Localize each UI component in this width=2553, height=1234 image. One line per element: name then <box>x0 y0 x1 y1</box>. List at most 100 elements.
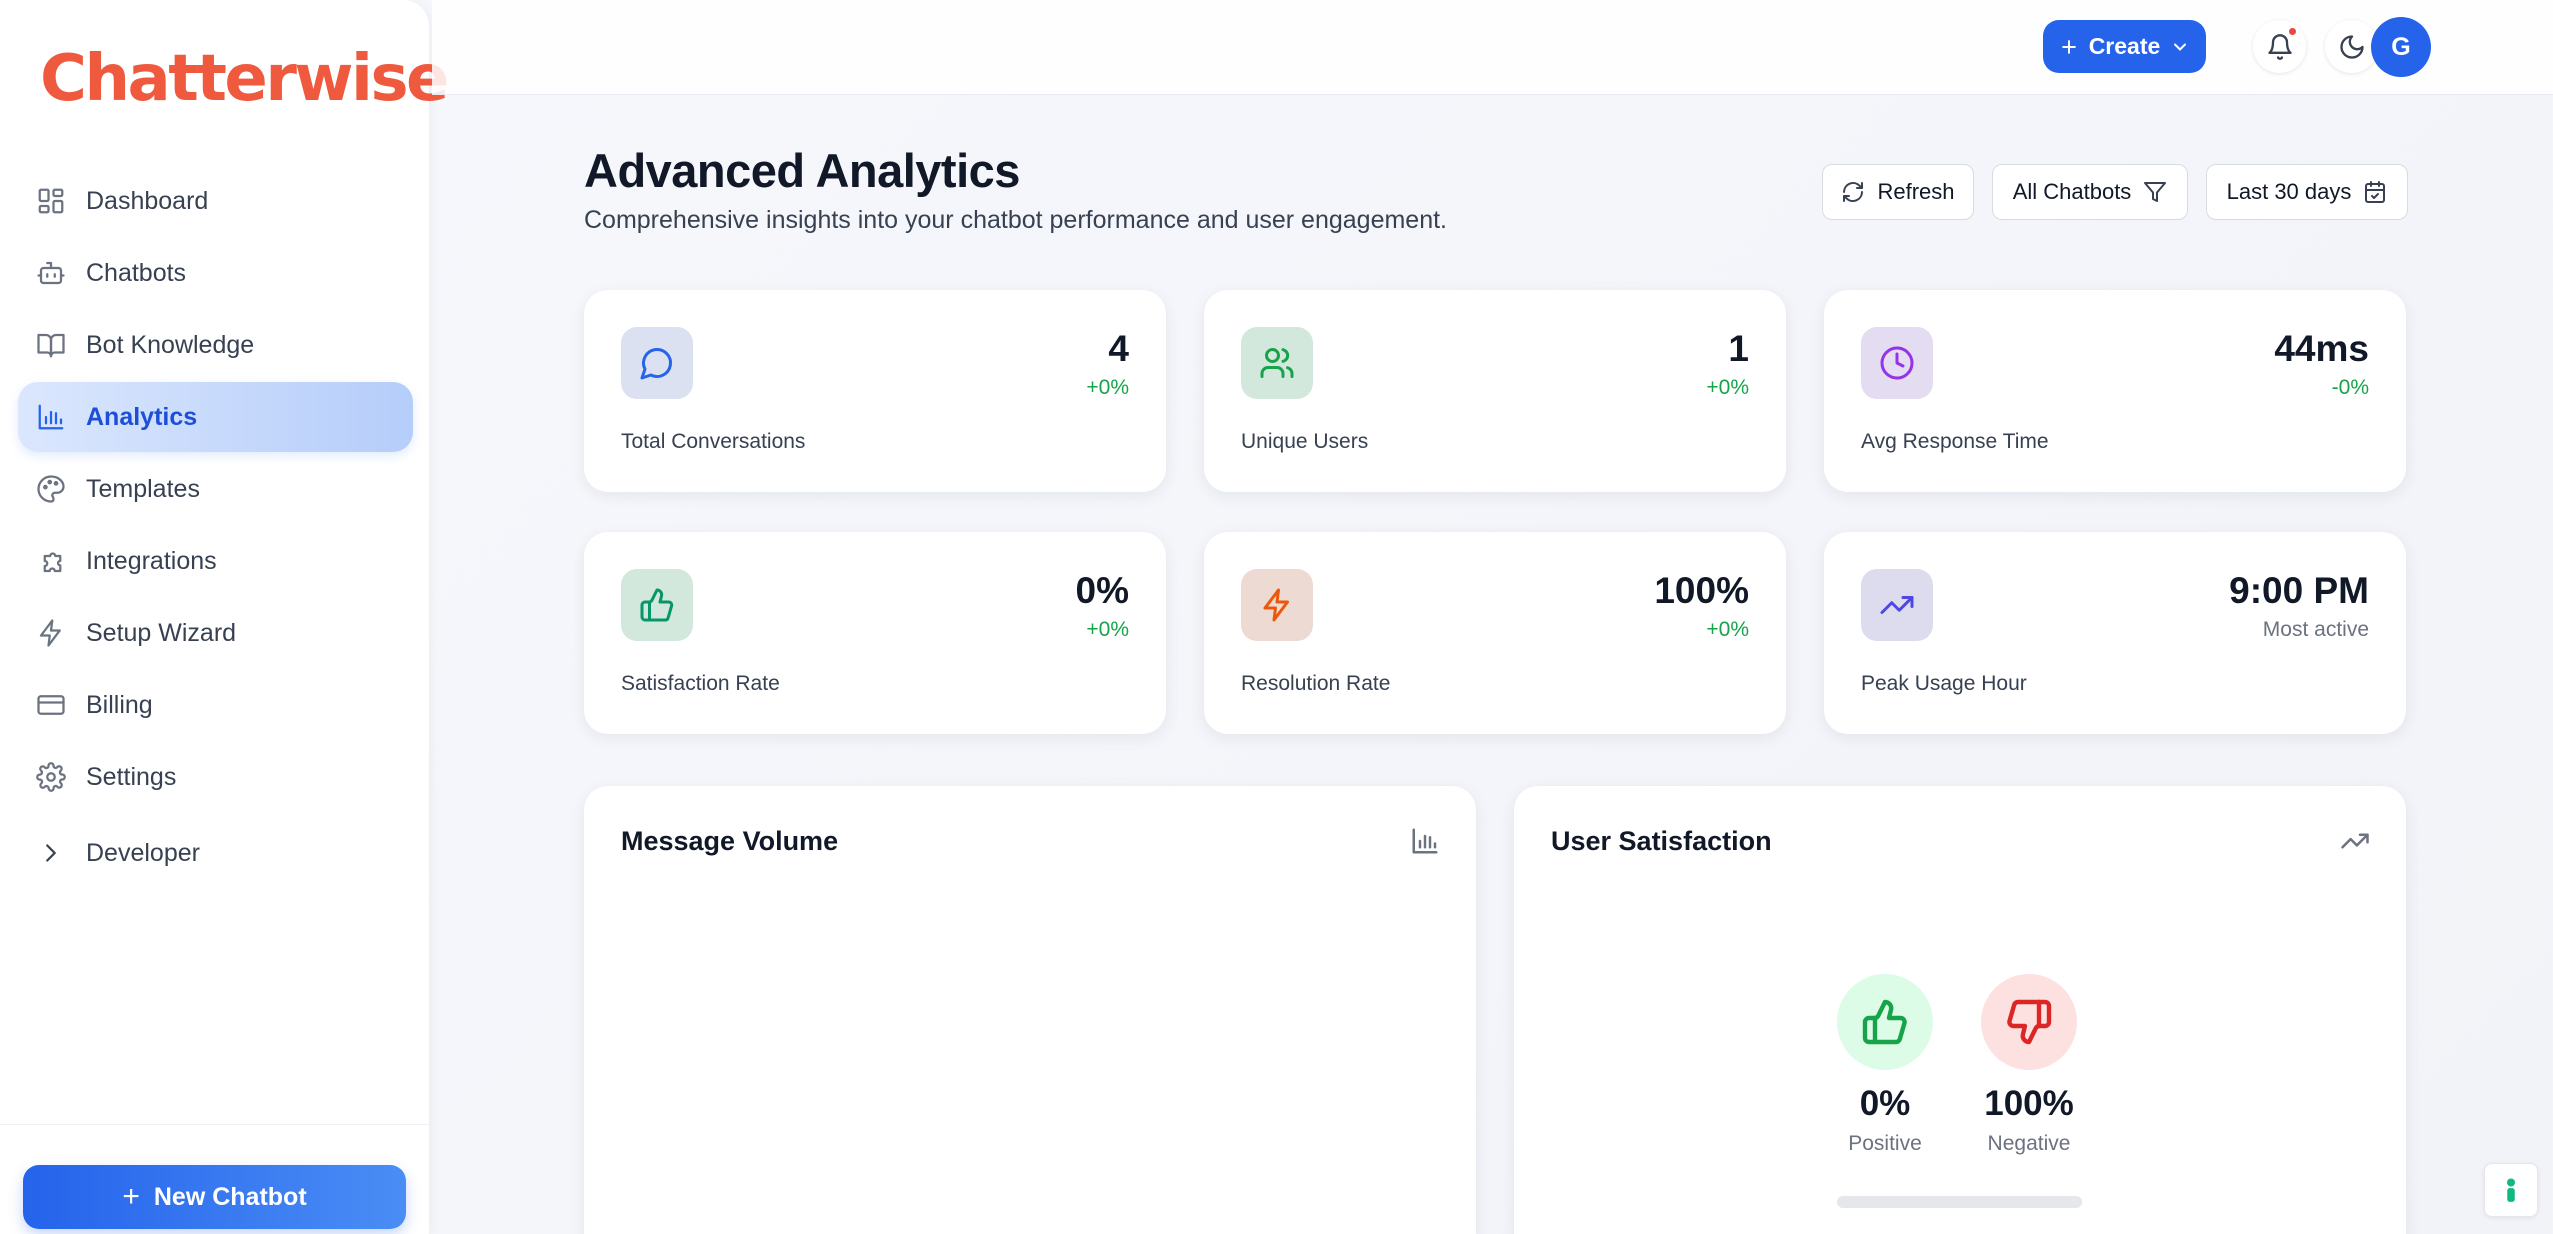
bot-icon <box>36 258 66 288</box>
avatar[interactable]: G <box>2371 17 2431 77</box>
bar-chart-icon <box>1410 826 1440 856</box>
stat-change: -0% <box>2331 376 2369 399</box>
stat-change: Most active <box>2262 618 2369 641</box>
sidebar-item-chatbots[interactable]: Chatbots <box>18 238 413 308</box>
theme-toggle-button[interactable] <box>2325 20 2378 73</box>
thumbs-down-icon <box>1981 974 2077 1070</box>
sidebar-item-bot-knowledge[interactable]: Bot Knowledge <box>18 310 413 380</box>
sidebar-item-label: Integrations <box>86 546 217 575</box>
stat-label: Resolution Rate <box>1241 672 1391 695</box>
stat-card-total-conversations: 4 +0% Total Conversations <box>584 290 1166 492</box>
dashboard-icon <box>36 186 66 216</box>
clock-icon <box>1861 327 1933 399</box>
page-title: Advanced Analytics <box>584 144 1020 197</box>
top-bar: Create G <box>432 0 2553 95</box>
sidebar-item-billing[interactable]: Billing <box>18 670 413 740</box>
page-subtitle: Comprehensive insights into your chatbot… <box>584 206 1448 234</box>
lightning-icon <box>36 618 66 648</box>
new-chatbot-button[interactable]: + New Chatbot <box>23 1165 406 1229</box>
sidebar-item-label: Templates <box>86 474 200 503</box>
sidebar-item-integrations[interactable]: Integrations <box>18 526 413 596</box>
stat-label: Avg Response Time <box>1861 430 2049 453</box>
sidebar-item-label: Settings <box>86 762 177 791</box>
stat-label: Total Conversations <box>621 430 806 453</box>
brand-logo[interactable]: Chatterwise <box>40 42 449 116</box>
positive-value: 0% <box>1859 1084 1911 1123</box>
message-volume-panel: Message Volume <box>584 786 1476 1234</box>
bell-icon <box>2267 33 2292 60</box>
sidebar-item-setup-wizard[interactable]: Setup Wizard <box>18 598 413 668</box>
sidebar-footer: + New Chatbot <box>0 1124 430 1234</box>
sidebar-item-label: Billing <box>86 690 153 719</box>
stat-value: 100% <box>1654 570 1749 611</box>
sidebar-item-label: Developer <box>86 838 200 867</box>
notification-dot <box>2287 26 2298 37</box>
credit-card-icon <box>36 690 66 720</box>
sidebar: Chatterwise Dashboard Chatbots Bot Knowl… <box>0 0 449 1234</box>
sidebar-item-label: Setup Wizard <box>86 618 237 647</box>
panel-title: Message Volume <box>621 826 839 856</box>
negative-label: Negative <box>1987 1132 2071 1155</box>
book-icon <box>36 330 66 360</box>
calendar-icon <box>2365 181 2386 203</box>
sidebar-item-label: Bot Knowledge <box>86 330 255 359</box>
refresh-button[interactable]: Refresh <box>1822 164 1974 220</box>
user-satisfaction-panel: User Satisfaction 0% Positive 100% Negat… <box>1514 786 2406 1234</box>
refresh-label: Refresh <box>1877 179 1955 204</box>
palette-icon <box>36 474 66 504</box>
sidebar-item-analytics[interactable]: Analytics <box>18 382 413 452</box>
positive-label: Positive <box>1848 1132 1922 1155</box>
bar-chart-icon <box>36 402 66 432</box>
thumbs-up-icon <box>621 569 693 641</box>
create-button[interactable]: Create <box>2043 20 2206 73</box>
help-widget-button[interactable] <box>2484 1163 2538 1217</box>
stat-value: 9:00 PM <box>2229 570 2369 611</box>
stat-label: Unique Users <box>1241 430 1369 453</box>
plus-icon <box>2061 39 2076 54</box>
notifications-button[interactable] <box>2253 20 2306 73</box>
stat-label: Peak Usage Hour <box>1861 672 2027 695</box>
stat-card-satisfaction-rate: 0% +0% Satisfaction Rate <box>584 532 1166 734</box>
negative-value: 100% <box>1984 1084 2074 1123</box>
refresh-icon <box>1843 182 1864 202</box>
stat-label: Satisfaction Rate <box>621 672 780 695</box>
panel-title: User Satisfaction <box>1551 826 1772 856</box>
stat-change: +0% <box>1706 376 1749 399</box>
create-label: Create <box>2088 33 2161 59</box>
new-chatbot-label: New Chatbot <box>153 1182 307 1211</box>
chatbot-filter-select[interactable]: All Chatbots <box>1992 164 2188 220</box>
sidebar-item-label: Analytics <box>86 402 198 431</box>
stat-value: 1 <box>1728 328 1749 369</box>
date-range-select[interactable]: Last 30 days <box>2206 164 2408 220</box>
thumbs-up-icon <box>1837 974 1933 1070</box>
satisfaction-progress-bar <box>1837 1196 2082 1208</box>
users-icon <box>1241 327 1313 399</box>
message-circle-icon <box>621 327 693 399</box>
person-icon <box>2507 1178 2515 1202</box>
plus-icon: + <box>122 1180 140 1213</box>
sidebar-item-templates[interactable]: Templates <box>18 454 413 524</box>
puzzle-icon <box>36 546 66 576</box>
trending-up-icon <box>2340 826 2370 856</box>
sidebar-nav: Dashboard Chatbots Bot Knowledge Analyti… <box>18 166 413 890</box>
stat-change: +0% <box>1706 618 1749 641</box>
stat-value: 0% <box>1075 570 1129 611</box>
chevron-right-icon <box>36 838 66 868</box>
trending-up-icon <box>1861 569 1933 641</box>
sidebar-item-dashboard[interactable]: Dashboard <box>18 166 413 236</box>
filter-icon <box>2144 182 2167 202</box>
stat-card-avg-response-time: 44ms -0% Avg Response Time <box>1824 290 2406 492</box>
lightning-icon <box>1241 569 1313 641</box>
stat-value: 44ms <box>2274 328 2369 369</box>
stat-card-unique-users: 1 +0% Unique Users <box>1204 290 1786 492</box>
sidebar-item-developer[interactable]: Developer <box>18 818 413 888</box>
moon-icon <box>2339 34 2364 59</box>
stat-change: +0% <box>1086 618 1129 641</box>
stat-change: +0% <box>1086 376 1129 399</box>
sidebar-item-label: Dashboard <box>86 186 209 215</box>
stat-card-resolution-rate: 100% +0% Resolution Rate <box>1204 532 1786 734</box>
date-range-value: Last 30 days <box>2226 179 2352 204</box>
sidebar-item-settings[interactable]: Settings <box>18 742 413 812</box>
stat-card-peak-usage-hour: 9:00 PM Most active Peak Usage Hour <box>1824 532 2406 734</box>
chatbot-filter-value: All Chatbots <box>2012 179 2132 204</box>
